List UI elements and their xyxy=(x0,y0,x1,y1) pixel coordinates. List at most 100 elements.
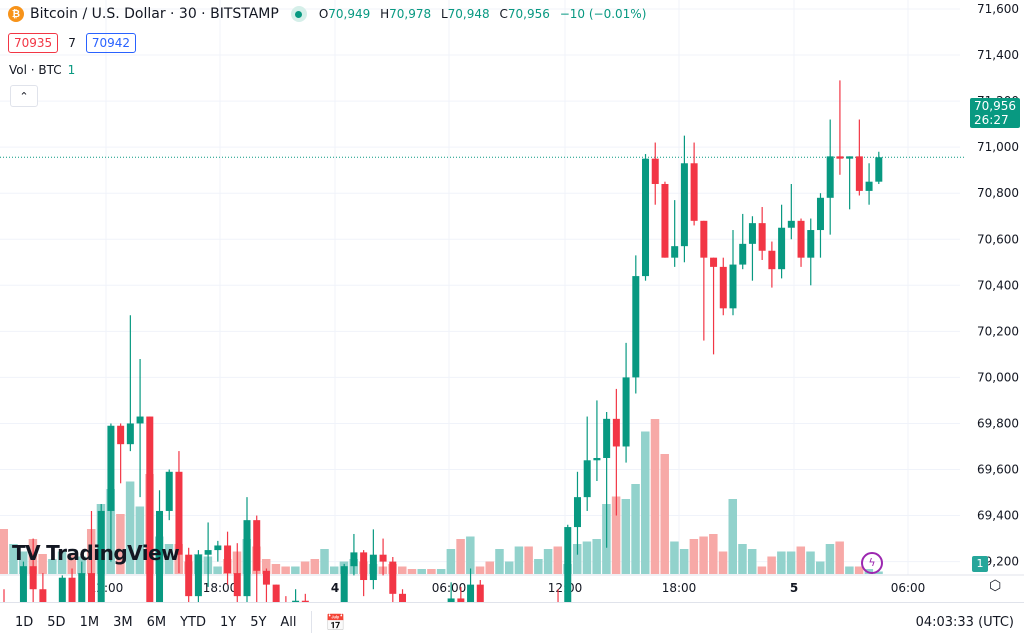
candle xyxy=(816,197,824,231)
open-value: 70,949 xyxy=(328,7,371,21)
volume-bar xyxy=(621,499,631,574)
volume-bar xyxy=(806,551,815,574)
price-axis-label: 70,400 xyxy=(977,278,1019,292)
volume-label: Vol · BTC xyxy=(9,63,62,77)
open-label: O xyxy=(318,7,329,21)
volume-bar xyxy=(213,566,222,574)
bar-countdown: 26:27 xyxy=(974,113,1009,127)
volume-bar xyxy=(796,546,806,574)
bid-ask-panel: 70935 7 70942 xyxy=(8,33,137,53)
candle xyxy=(651,158,659,184)
volume-bar xyxy=(660,454,669,574)
volume-bar xyxy=(650,419,660,574)
candle xyxy=(126,423,134,445)
volume-bar xyxy=(427,569,436,574)
volume-bar xyxy=(747,549,757,574)
volume-bar xyxy=(835,541,844,574)
candle xyxy=(875,157,883,182)
price-axis-label: 71,600 xyxy=(977,2,1019,16)
candle xyxy=(642,158,650,277)
time-axis-label: 06:00 xyxy=(432,581,467,595)
range-1y[interactable]: 1Y xyxy=(219,614,237,630)
volume-bar xyxy=(446,549,456,574)
candle xyxy=(622,377,630,447)
market-open-dot-icon xyxy=(290,6,307,22)
price-axis-label: 70,800 xyxy=(977,186,1019,200)
chart-settings-icon[interactable]: ⬡ xyxy=(989,578,1002,594)
tradingview-logo-icon: TV xyxy=(12,541,41,565)
candle xyxy=(700,220,708,258)
time-axis-label: 18:00 xyxy=(203,581,238,595)
volume-bar xyxy=(757,566,767,574)
volume-bar xyxy=(709,534,718,574)
range-all[interactable]: All xyxy=(280,614,297,630)
range-5y[interactable]: 5Y xyxy=(250,614,267,630)
candle xyxy=(836,156,844,159)
close-value: 70,956 xyxy=(507,7,550,21)
volume-bar xyxy=(582,541,592,574)
price-axis-label: 69,600 xyxy=(977,463,1019,477)
symbol-title[interactable]: Bitcoin / U.S. Dollar · 30 · BITSTAMP xyxy=(30,6,279,22)
range-1m[interactable]: 1M xyxy=(79,614,100,630)
candle xyxy=(807,230,815,258)
utc-clock[interactable]: 04:03:33 (UTC) xyxy=(915,614,1014,630)
candle xyxy=(194,554,202,597)
candle xyxy=(855,156,863,191)
time-axis-label: 5 xyxy=(790,581,798,595)
candle xyxy=(39,589,47,602)
calendar-goto-icon[interactable]: 📅 xyxy=(325,612,346,632)
volume-bar xyxy=(271,564,281,574)
candle xyxy=(797,220,805,258)
volume-scale-tag: 1 xyxy=(972,556,988,572)
candle xyxy=(292,600,300,602)
volume-bar xyxy=(631,484,640,574)
range-6m[interactable]: 6M xyxy=(146,614,167,630)
price-axis-label: 70,600 xyxy=(977,232,1019,246)
buy-button[interactable]: 70942 xyxy=(85,33,137,53)
volume-bar xyxy=(670,541,679,574)
volume-bar xyxy=(164,544,174,574)
candle xyxy=(224,545,232,574)
time-axis-label: 12:00 xyxy=(89,581,124,595)
candle xyxy=(778,227,786,270)
sell-button[interactable]: 70935 xyxy=(8,33,59,53)
candle xyxy=(603,418,611,458)
price-axis-label: 69,800 xyxy=(977,416,1019,430)
bitcoin-icon: ₿ xyxy=(8,6,24,22)
range-5d[interactable]: 5D xyxy=(47,614,66,630)
price-axis-label: 71,000 xyxy=(977,140,1019,154)
candle xyxy=(710,257,718,267)
candle xyxy=(379,554,387,562)
candle xyxy=(243,520,251,597)
volume-bar xyxy=(495,549,504,574)
range-3m[interactable]: 3M xyxy=(113,614,133,630)
range-ytd[interactable]: YTD xyxy=(180,614,206,630)
price-chart[interactable]: 71,60071,40071,20071,00070,80070,60070,4… xyxy=(0,0,1024,602)
volume-bar xyxy=(466,536,475,574)
candle xyxy=(661,183,669,258)
range-1d[interactable]: 1D xyxy=(15,614,34,630)
candle xyxy=(175,471,183,555)
candle xyxy=(204,550,212,555)
volume-bar xyxy=(407,569,417,574)
volume-bar xyxy=(9,544,18,574)
volume-bar xyxy=(135,506,145,574)
flash-event-icon[interactable]: ϟ xyxy=(861,552,883,574)
volume-bar xyxy=(777,551,786,574)
candle xyxy=(467,584,475,602)
price-axis-label: 70,000 xyxy=(977,370,1019,384)
volume-bar xyxy=(699,536,708,574)
tradingview-watermark[interactable]: TV TradingView xyxy=(12,541,180,565)
volume-bar xyxy=(38,554,47,574)
volume-bar xyxy=(815,561,825,574)
volume-bar xyxy=(281,566,290,574)
volume-bar xyxy=(611,496,621,574)
watermark-text: TradingView xyxy=(46,541,180,565)
volume-bar xyxy=(456,539,465,574)
volume-bar xyxy=(786,551,796,574)
collapse-legend-button[interactable]: ⌃ xyxy=(10,85,38,107)
candle xyxy=(146,416,154,602)
candle xyxy=(214,545,222,551)
candle xyxy=(612,418,620,447)
candle xyxy=(29,566,37,590)
